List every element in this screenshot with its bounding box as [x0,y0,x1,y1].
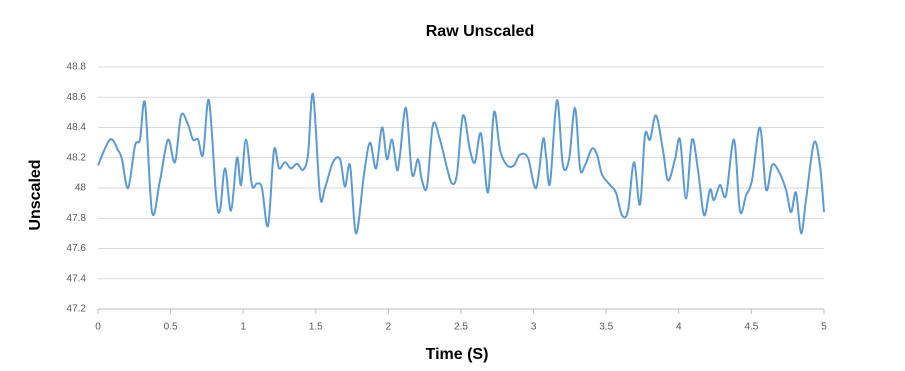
y-tick-label: 48 [75,183,87,194]
y-tick-label: 47.4 [67,273,87,284]
x-tick-label: 1 [240,322,246,333]
x-tick-label: 3 [531,322,537,333]
x-tick-label: 3.5 [599,322,613,333]
x-tick-label: 0 [95,322,101,333]
x-tick-label: 5 [821,322,827,333]
data-line [97,93,825,235]
y-tick-label: 48.2 [67,152,87,163]
y-tick-label: 48.4 [67,122,87,133]
chart-title: Raw Unscaled [426,23,534,40]
x-axis-label: Time (S) [426,346,489,363]
x-tick-label: 4.5 [744,322,758,333]
y-tick-label: 47.8 [67,213,87,224]
y-tick-label: 48.6 [67,92,87,103]
x-tick-label: 0.5 [164,322,178,333]
y-tick-label: 48.8 [67,62,87,73]
y-tick-label: 47.6 [67,243,87,254]
x-tick-label: 4 [676,322,682,333]
x-tick-label: 1.5 [309,322,323,333]
y-tick-label: 47.2 [67,304,87,315]
y-axis-label: Unscaled [27,159,44,230]
x-tick-label: 2.5 [454,322,468,333]
x-tick-label: 2 [386,322,392,333]
